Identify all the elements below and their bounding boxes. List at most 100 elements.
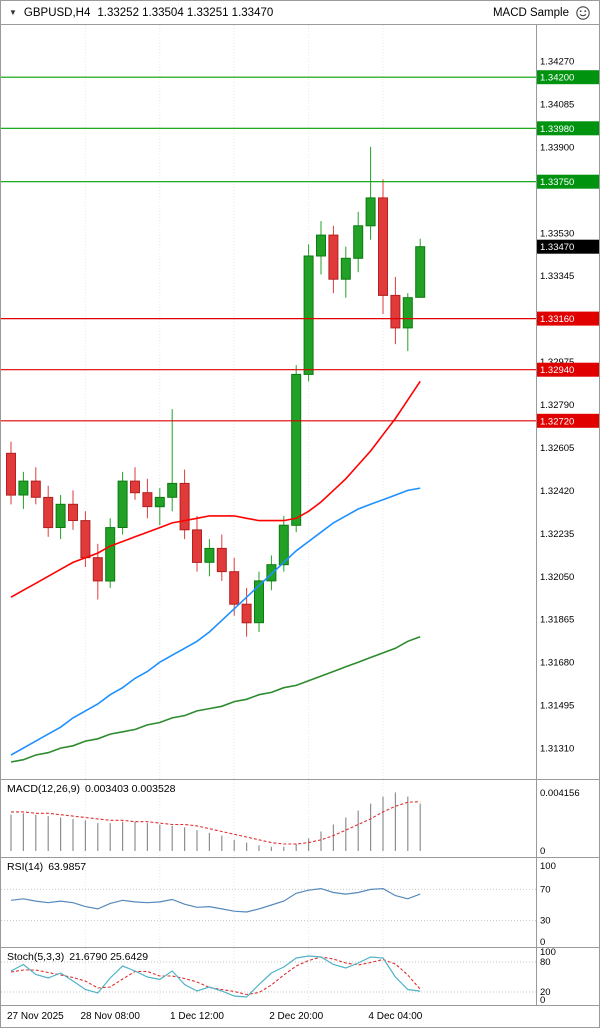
bull-candle [353,225,364,259]
chart-header: ▼ GBPUSD,H4 1.33252 1.33504 1.33251 1.33… [1,1,599,25]
rsi-axis-label: 0 [540,937,545,947]
price-tag [537,413,599,428]
macd-signal-line [11,801,421,845]
ohlc-readout: 1.33252 1.33504 1.33251 1.33470 [97,6,274,19]
symbol-title: GBPUSD,H4 [23,6,91,19]
bear-candle [179,482,190,531]
bull-candle [18,480,29,496]
price-axis-label: 1.32975 [540,357,574,368]
bull-candle [204,547,215,563]
macd-readout: MACD(12,26,9) 0.003403 0.003528 [7,783,176,795]
price-chart-panel[interactable]: 1.34270 1.34085 1.33900 1.33530 1.33345 1.329… [1,25,599,779]
bear-candle [130,480,140,494]
bull-candle [291,373,302,526]
stochastic-panel[interactable]: Stoch(5,3,3) 21.6790 25.6429 100 80 20 0 [1,947,599,1005]
macd-panel[interactable]: MACD(12,26,9) 0.003403 0.003528 0.004156 0 [1,779,599,857]
time-axis-label: 27 Nov 2025 [7,1011,64,1022]
bear-candle [192,529,202,563]
time-axis-label: 28 Nov 08:00 [80,1011,140,1022]
bull-candle [303,255,314,375]
bull-candle [167,482,178,498]
bull-candle [266,564,277,582]
bull-candle [105,527,116,582]
price-axis-label: 1.32605 [540,443,574,454]
price-axis-label: 1.32050 [540,572,574,583]
bear-candle [241,603,252,624]
price-tag [537,70,599,85]
ma-blue-line [10,487,421,756]
rsi-line [10,887,421,913]
bull-candle [415,246,426,298]
bear-candle [92,557,103,582]
price-axis-label: 1.33345 [540,271,574,282]
price-axis-label: 1.32420 [540,486,574,497]
time-axis-label: 2 Dec 20:00 [269,1011,324,1022]
bear-candle [328,234,339,280]
bear-candle [216,547,227,573]
price-axis-label: 1.32790 [540,400,574,411]
price-tag [537,239,599,254]
price-axis-label: 1.31865 [540,615,574,626]
ma-green-line [10,635,421,763]
price-tag [537,362,599,377]
stoch-main-line [10,955,421,998]
stoch-axis-label: 20 [540,987,551,998]
ea-name: MACD Sample [492,6,569,19]
stoch-axis-label: 100 [540,948,556,958]
macd-canvas[interactable]: 0.004156 0 [1,780,600,857]
ma-red-line [10,380,421,598]
price-tag [537,174,599,189]
bear-candle [378,197,388,296]
price-axis-label: 1.34085 [540,99,574,110]
price-axis-label: 1.33900 [540,142,574,153]
price-tag [537,121,599,136]
price-tag-label: 1.32720 [540,416,574,427]
rsi-canvas[interactable]: 100 70 30 0 [1,858,600,947]
symbol-dropdown-icon[interactable]: ▼ [9,8,17,17]
bull-candle [278,524,289,566]
rsi-panel[interactable]: RSI(14) 63.9857 100 70 30 0 [1,857,599,947]
bear-candle [142,492,153,508]
bear-candle [30,480,41,498]
price-axis-label: 1.31495 [540,701,574,712]
price-tag [537,311,599,326]
bull-candle [55,503,66,528]
stoch-axis-label: 0 [540,995,545,1005]
bull-candle [340,257,351,280]
bear-candle [68,503,78,521]
bull-candle [402,297,413,329]
bear-candle [6,452,16,496]
bull-candle [316,234,326,257]
bear-candle [43,496,54,529]
smiley-icon[interactable] [575,5,591,21]
price-axis[interactable] [537,25,600,779]
rsi-axis-label: 100 [540,861,556,872]
bull-candle [365,197,376,227]
rsi-axis-label: 70 [540,884,551,895]
bear-candle [390,294,401,329]
macd-axis-label: 0 [540,846,545,857]
macd-axis-label: 0.004156 [540,788,580,799]
bull-candle [117,480,128,529]
bear-candle [229,571,240,605]
price-axis-label: 1.34270 [540,56,574,67]
price-axis-label: 1.31310 [540,744,574,755]
price-tag-label: 1.33750 [540,177,574,188]
time-axis[interactable]: 27 Nov 2025 28 Nov 08:00 1 Dec 12:00 2 Dec … [1,1005,599,1027]
rsi-axis-label: 30 [540,916,551,927]
price-tag-label: 1.32940 [540,365,574,376]
price-tag-label: 1.34200 [540,73,574,84]
bull-candle [154,496,165,508]
price-tag-label: 1.33980 [540,124,574,135]
price-axis-label: 1.31680 [540,658,574,669]
bull-candle [254,580,264,624]
rsi-readout: RSI(14) 63.9857 [7,861,87,873]
bear-candle [80,520,91,559]
time-axis-label: 1 Dec 12:00 [170,1011,224,1022]
time-axis-label: 4 Dec 04:00 [368,1011,423,1022]
stoch-axis-label: 80 [540,957,551,968]
price-chart-canvas[interactable]: 1.34270 1.34085 1.33900 1.33530 1.33345 1.329… [1,25,600,779]
price-tag-label: 1.33470 [540,242,574,253]
price-tag-label: 1.33160 [540,314,574,325]
